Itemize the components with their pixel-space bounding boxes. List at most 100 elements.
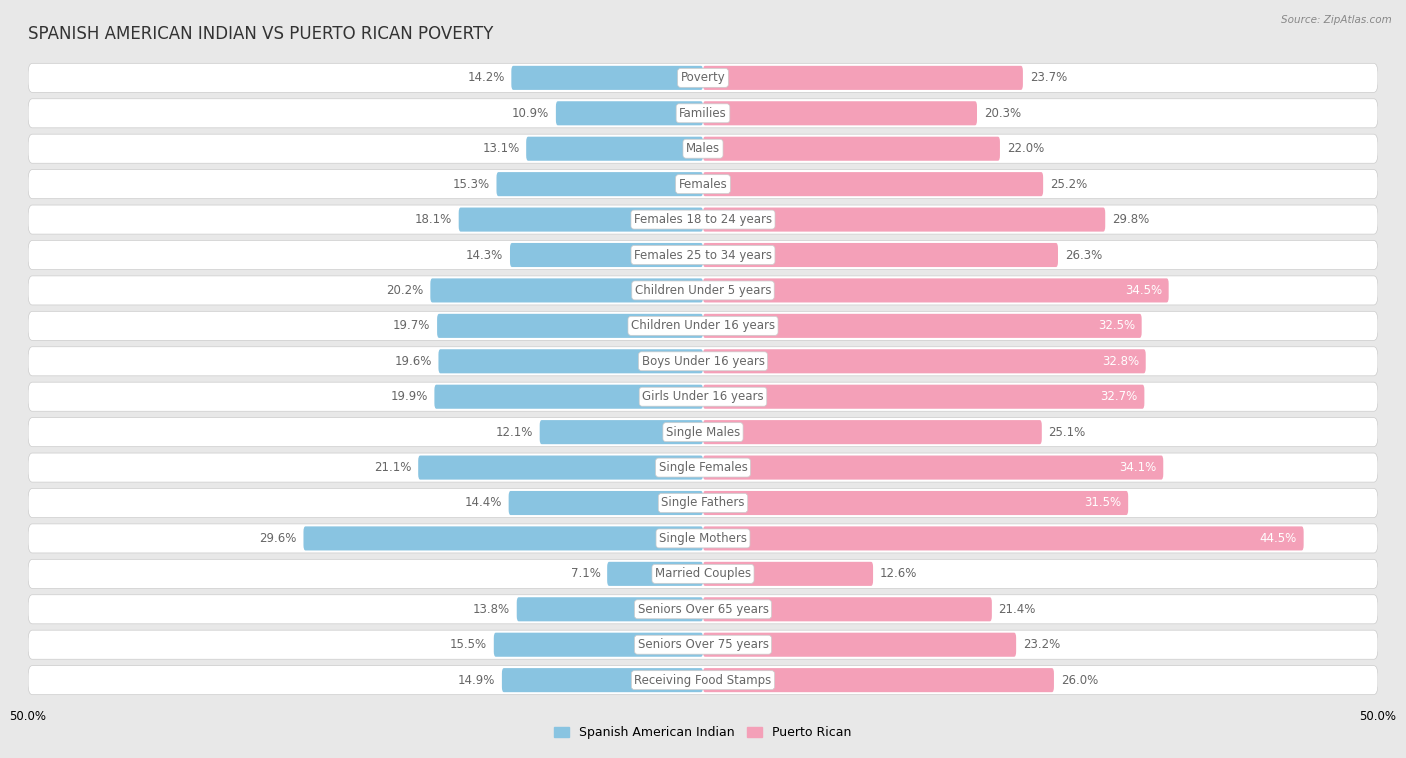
Legend: Spanish American Indian, Puerto Rican: Spanish American Indian, Puerto Rican xyxy=(550,722,856,744)
FancyBboxPatch shape xyxy=(703,668,1054,692)
FancyBboxPatch shape xyxy=(526,136,703,161)
FancyBboxPatch shape xyxy=(494,633,703,656)
Text: Poverty: Poverty xyxy=(681,71,725,84)
FancyBboxPatch shape xyxy=(703,456,1163,480)
Text: Married Couples: Married Couples xyxy=(655,567,751,581)
FancyBboxPatch shape xyxy=(502,668,703,692)
FancyBboxPatch shape xyxy=(28,99,1378,128)
FancyBboxPatch shape xyxy=(509,491,703,515)
Text: 23.2%: 23.2% xyxy=(1024,638,1060,651)
Text: 21.1%: 21.1% xyxy=(374,461,412,474)
Text: 14.3%: 14.3% xyxy=(465,249,503,262)
FancyBboxPatch shape xyxy=(28,346,1378,376)
Text: Males: Males xyxy=(686,143,720,155)
Text: 26.0%: 26.0% xyxy=(1060,674,1098,687)
Text: 12.6%: 12.6% xyxy=(880,567,917,581)
FancyBboxPatch shape xyxy=(418,456,703,480)
Text: 23.7%: 23.7% xyxy=(1029,71,1067,84)
Text: 20.3%: 20.3% xyxy=(984,107,1021,120)
FancyBboxPatch shape xyxy=(28,312,1378,340)
Text: 7.1%: 7.1% xyxy=(571,567,600,581)
FancyBboxPatch shape xyxy=(703,314,1142,338)
FancyBboxPatch shape xyxy=(703,349,1146,374)
FancyBboxPatch shape xyxy=(28,240,1378,270)
FancyBboxPatch shape xyxy=(512,66,703,90)
FancyBboxPatch shape xyxy=(437,314,703,338)
Text: Seniors Over 75 years: Seniors Over 75 years xyxy=(637,638,769,651)
FancyBboxPatch shape xyxy=(703,172,1043,196)
FancyBboxPatch shape xyxy=(703,384,1144,409)
FancyBboxPatch shape xyxy=(703,597,991,622)
Text: Single Males: Single Males xyxy=(666,426,740,439)
FancyBboxPatch shape xyxy=(28,134,1378,163)
Text: Boys Under 16 years: Boys Under 16 years xyxy=(641,355,765,368)
Text: Receiving Food Stamps: Receiving Food Stamps xyxy=(634,674,772,687)
Text: 15.5%: 15.5% xyxy=(450,638,486,651)
Text: 14.2%: 14.2% xyxy=(467,71,505,84)
FancyBboxPatch shape xyxy=(430,278,703,302)
Text: 13.1%: 13.1% xyxy=(482,143,519,155)
FancyBboxPatch shape xyxy=(28,595,1378,624)
Text: 12.1%: 12.1% xyxy=(495,426,533,439)
FancyBboxPatch shape xyxy=(458,208,703,232)
FancyBboxPatch shape xyxy=(28,524,1378,553)
FancyBboxPatch shape xyxy=(703,243,1057,267)
Text: Seniors Over 65 years: Seniors Over 65 years xyxy=(637,603,769,615)
FancyBboxPatch shape xyxy=(510,243,703,267)
Text: 25.2%: 25.2% xyxy=(1050,177,1087,191)
Text: Single Females: Single Females xyxy=(658,461,748,474)
FancyBboxPatch shape xyxy=(28,453,1378,482)
FancyBboxPatch shape xyxy=(703,102,977,125)
Text: Single Mothers: Single Mothers xyxy=(659,532,747,545)
Text: 13.8%: 13.8% xyxy=(472,603,510,615)
Text: 34.1%: 34.1% xyxy=(1119,461,1157,474)
FancyBboxPatch shape xyxy=(703,136,1000,161)
Text: 29.6%: 29.6% xyxy=(259,532,297,545)
Text: 25.1%: 25.1% xyxy=(1049,426,1085,439)
Text: 20.2%: 20.2% xyxy=(387,284,423,297)
FancyBboxPatch shape xyxy=(607,562,703,586)
FancyBboxPatch shape xyxy=(28,488,1378,518)
Text: Children Under 5 years: Children Under 5 years xyxy=(634,284,772,297)
FancyBboxPatch shape xyxy=(517,597,703,622)
FancyBboxPatch shape xyxy=(703,633,1017,656)
FancyBboxPatch shape xyxy=(28,170,1378,199)
Text: 21.4%: 21.4% xyxy=(998,603,1036,615)
Text: 19.6%: 19.6% xyxy=(394,355,432,368)
FancyBboxPatch shape xyxy=(540,420,703,444)
Text: 32.7%: 32.7% xyxy=(1101,390,1137,403)
FancyBboxPatch shape xyxy=(28,666,1378,694)
Text: 29.8%: 29.8% xyxy=(1112,213,1149,226)
Text: 14.9%: 14.9% xyxy=(458,674,495,687)
FancyBboxPatch shape xyxy=(703,66,1024,90)
FancyBboxPatch shape xyxy=(703,208,1105,232)
Text: 32.8%: 32.8% xyxy=(1102,355,1139,368)
Text: 14.4%: 14.4% xyxy=(464,496,502,509)
Text: SPANISH AMERICAN INDIAN VS PUERTO RICAN POVERTY: SPANISH AMERICAN INDIAN VS PUERTO RICAN … xyxy=(28,25,494,43)
FancyBboxPatch shape xyxy=(703,526,1303,550)
Text: Families: Families xyxy=(679,107,727,120)
FancyBboxPatch shape xyxy=(555,102,703,125)
FancyBboxPatch shape xyxy=(703,278,1168,302)
FancyBboxPatch shape xyxy=(703,420,1042,444)
Text: 19.7%: 19.7% xyxy=(392,319,430,332)
FancyBboxPatch shape xyxy=(28,276,1378,305)
FancyBboxPatch shape xyxy=(703,562,873,586)
FancyBboxPatch shape xyxy=(28,382,1378,412)
FancyBboxPatch shape xyxy=(28,559,1378,588)
FancyBboxPatch shape xyxy=(28,418,1378,446)
Text: Girls Under 16 years: Girls Under 16 years xyxy=(643,390,763,403)
Text: 34.5%: 34.5% xyxy=(1125,284,1161,297)
Text: Females 25 to 34 years: Females 25 to 34 years xyxy=(634,249,772,262)
Text: Single Fathers: Single Fathers xyxy=(661,496,745,509)
Text: Children Under 16 years: Children Under 16 years xyxy=(631,319,775,332)
FancyBboxPatch shape xyxy=(304,526,703,550)
Text: 26.3%: 26.3% xyxy=(1064,249,1102,262)
Text: 15.3%: 15.3% xyxy=(453,177,489,191)
FancyBboxPatch shape xyxy=(496,172,703,196)
FancyBboxPatch shape xyxy=(439,349,703,374)
Text: 10.9%: 10.9% xyxy=(512,107,550,120)
Text: 18.1%: 18.1% xyxy=(415,213,451,226)
Text: Females: Females xyxy=(679,177,727,191)
FancyBboxPatch shape xyxy=(434,384,703,409)
